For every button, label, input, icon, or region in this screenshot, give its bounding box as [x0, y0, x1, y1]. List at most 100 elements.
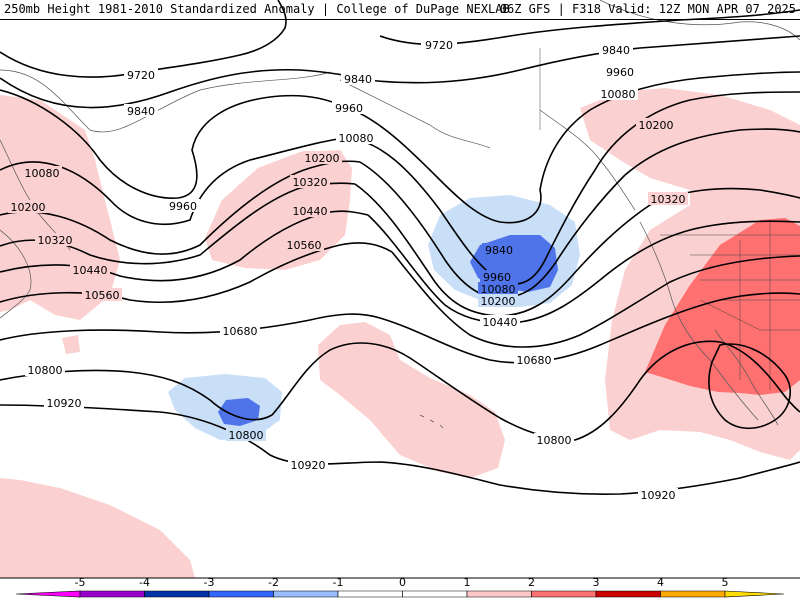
contour-label: 10440 — [480, 315, 520, 329]
contour-label-text: 9960 — [169, 200, 197, 213]
contour-label-text: 9840 — [127, 105, 155, 118]
contour-label-text: 10920 — [47, 397, 82, 410]
contour-label: 10320 — [290, 175, 330, 189]
contour-10800 — [0, 340, 800, 441]
colorbar-tick-label: 0 — [399, 576, 406, 589]
contour-label-text: 10320 — [651, 193, 686, 206]
colorbar-tick-label: 3 — [593, 576, 600, 589]
contour-10560 — [391, 251, 800, 348]
contour-label: 10200 — [8, 200, 48, 214]
contour-label-text: 10680 — [517, 354, 552, 367]
colorbar-tick-label: 1 — [464, 576, 471, 589]
contour-label-text: 10080 — [601, 88, 636, 101]
positive-anomaly-area — [318, 322, 505, 478]
contour-label: 9840 — [482, 243, 516, 257]
contour-9840 — [0, 68, 369, 109]
contour-label: 9840 — [341, 72, 375, 86]
colorbar-tick-label: -3 — [204, 576, 215, 589]
contour-label: 10080 — [478, 282, 518, 296]
contour-label: 10800 — [226, 428, 266, 442]
contour-label-text: 10680 — [223, 325, 258, 338]
contour-label-text: 9960 — [483, 271, 511, 284]
colorbar-tick-label: -1 — [333, 576, 344, 589]
contour-10080 — [345, 91, 800, 285]
contour-label-text: 10560 — [85, 289, 120, 302]
colorbar-tick-labels: -5 -4 -3 -2 -1 0 1 2 3 4 5 — [75, 576, 729, 589]
contour-label: 9960 — [480, 270, 514, 284]
contour-9960 — [347, 71, 800, 224]
colorbar-tick-label: -2 — [268, 576, 279, 589]
colorbar-segment — [273, 590, 339, 598]
height-contours — [0, 0, 800, 495]
contour-label: 10080 — [336, 131, 376, 145]
contour-label: 9960 — [166, 199, 200, 213]
colorbar: -5 -4 -3 -2 -1 0 1 2 3 4 5 — [0, 576, 800, 598]
contour-label: 10800 — [534, 433, 574, 447]
map-title: 250mb Height 1981-2010 Standardized Anom… — [4, 2, 510, 16]
contour-10560 — [0, 242, 393, 304]
contour-label: 10560 — [82, 288, 122, 302]
contour-label-text: 10200 — [481, 295, 516, 308]
contour-label: 10320 — [35, 233, 75, 247]
contour-9960 — [0, 89, 349, 199]
contour-label-text: 10080 — [339, 132, 374, 145]
contour-label: 10200 — [478, 294, 518, 308]
contour-label: 10920 — [638, 488, 678, 502]
contour-label: 9720 — [124, 68, 158, 82]
contour-label-text: 10200 — [639, 119, 674, 132]
colorbar-segment — [208, 590, 274, 598]
positive-anomaly-area — [0, 478, 195, 578]
anomaly-shading — [0, 88, 800, 578]
contour-label: 9840 — [124, 104, 158, 118]
contour-label: 9840 — [599, 43, 633, 57]
contour-10920 — [0, 404, 800, 495]
contour-label-text: 9720 — [127, 69, 155, 82]
contour-label: 10800 — [25, 363, 65, 377]
colorbar-tick-label: 2 — [528, 576, 535, 589]
contour-label-text: 9960 — [606, 66, 634, 79]
contour-label: 10680 — [514, 353, 554, 367]
contour-label: 10440 — [70, 263, 110, 277]
positive-anomaly-area — [62, 335, 80, 354]
colorbar-segment — [724, 590, 785, 598]
colorbar-segment — [531, 590, 597, 598]
colorbar-segment — [337, 590, 403, 598]
contour-label-text: 10920 — [291, 459, 326, 472]
contour-10800 — [708, 343, 791, 430]
contour-10440 — [367, 214, 800, 324]
contour-label-text: 10560 — [287, 239, 322, 252]
header-divider — [0, 19, 800, 20]
contour-label-text: 10080 — [481, 283, 516, 296]
colorbar-segment — [79, 590, 145, 598]
contour-label: 10080 — [598, 87, 638, 101]
contour-label: 9960 — [603, 65, 637, 79]
colorbar-segment — [144, 590, 210, 598]
contour-label-text: 10320 — [293, 176, 328, 189]
contour-label: 9720 — [421, 38, 457, 52]
contour-label-text: 9960 — [335, 102, 363, 115]
contour-label-text: 9840 — [344, 73, 372, 86]
contour-10680 — [0, 292, 800, 364]
contour-label: 10920 — [288, 458, 328, 472]
contour-label: 10200 — [636, 118, 676, 132]
colorbar-segment — [660, 590, 726, 598]
contour-label: 10920 — [44, 396, 84, 410]
contour-labels: 9720 9720 9840 9840 9840 9840 9960 9960 … — [8, 38, 688, 502]
contour-9840 — [367, 35, 800, 84]
contour-label-text: 10440 — [293, 205, 328, 218]
colorbar-segment — [402, 590, 468, 598]
colorbar-segment — [595, 590, 661, 598]
contour-10080 — [0, 137, 347, 226]
contour-label-text: 10800 — [229, 429, 264, 442]
colorbar-tick-label: 5 — [722, 576, 729, 589]
contour-10200 — [0, 160, 361, 255]
contour-label: 10080 — [22, 166, 62, 180]
model-run-info: 06Z GFS | F318 Valid: 12Z MON APR 07 202… — [499, 2, 796, 16]
contour-label-text: 10920 — [641, 489, 676, 502]
contour-10320 — [354, 183, 800, 317]
contour-label-text: 9840 — [485, 244, 513, 257]
contour-label-text: 10800 — [28, 364, 63, 377]
contour-label-text: 10800 — [537, 434, 572, 447]
contour-label-text: 9720 — [425, 39, 453, 52]
